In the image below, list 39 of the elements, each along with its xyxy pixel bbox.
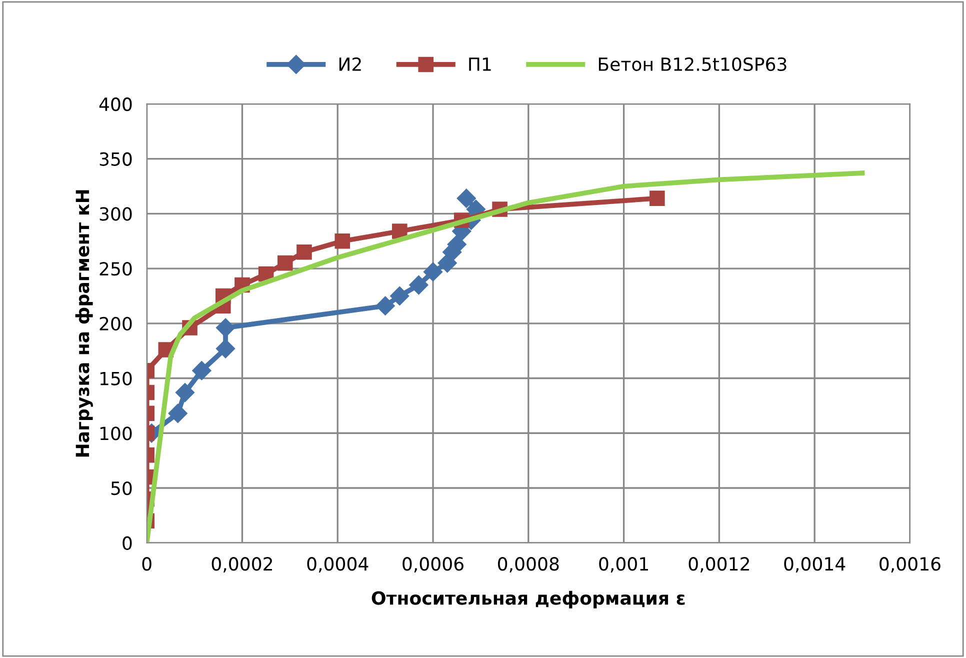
x-tick-label: 0,001 (599, 557, 648, 573)
point (456, 188, 476, 208)
x-tick-label: 0,0014 (784, 557, 846, 573)
point (390, 286, 410, 306)
point (192, 361, 212, 380)
point (409, 275, 428, 295)
point (175, 383, 195, 402)
y-tick-label: 250 (100, 262, 132, 276)
y-tick-label: 150 (100, 372, 132, 386)
y-axis-title: Нагрузка на фрагмент кН (75, 190, 93, 457)
y-tick-label: 350 (100, 152, 132, 166)
line-series (146, 170, 865, 543)
x-tick-label: 0,0002 (212, 557, 272, 573)
point (650, 190, 665, 206)
x-tick-label: 0,0012 (688, 557, 749, 573)
point (278, 255, 293, 271)
point (423, 262, 443, 282)
x-tick-label: 0,0016 (880, 557, 940, 573)
legend-label: Бетон B12.5t10SP63 (598, 57, 786, 72)
point (168, 404, 188, 423)
x-tick-label: 0,0004 (307, 557, 368, 573)
y-tick-label: 300 (100, 207, 132, 221)
y-tick-label: 400 (99, 97, 132, 112)
x-tick-label: 0,0006 (402, 557, 464, 573)
y-tick-label: 0 (122, 536, 132, 550)
point (296, 244, 312, 260)
point (216, 339, 236, 358)
y-tick-label: 100 (100, 426, 132, 440)
legend-label: П1 (469, 58, 491, 71)
x-tick-label: 0,0008 (498, 557, 559, 573)
point (376, 296, 395, 316)
legend-label: И2 (339, 57, 361, 71)
point (392, 224, 408, 239)
y-tick-label: 200 (100, 316, 132, 331)
point (216, 318, 236, 338)
y-tick-label: 50 (111, 481, 132, 496)
x-tick-label: 0 (142, 557, 152, 571)
point (334, 233, 350, 249)
x-axis-title: Относительная деформация ε (372, 590, 685, 608)
